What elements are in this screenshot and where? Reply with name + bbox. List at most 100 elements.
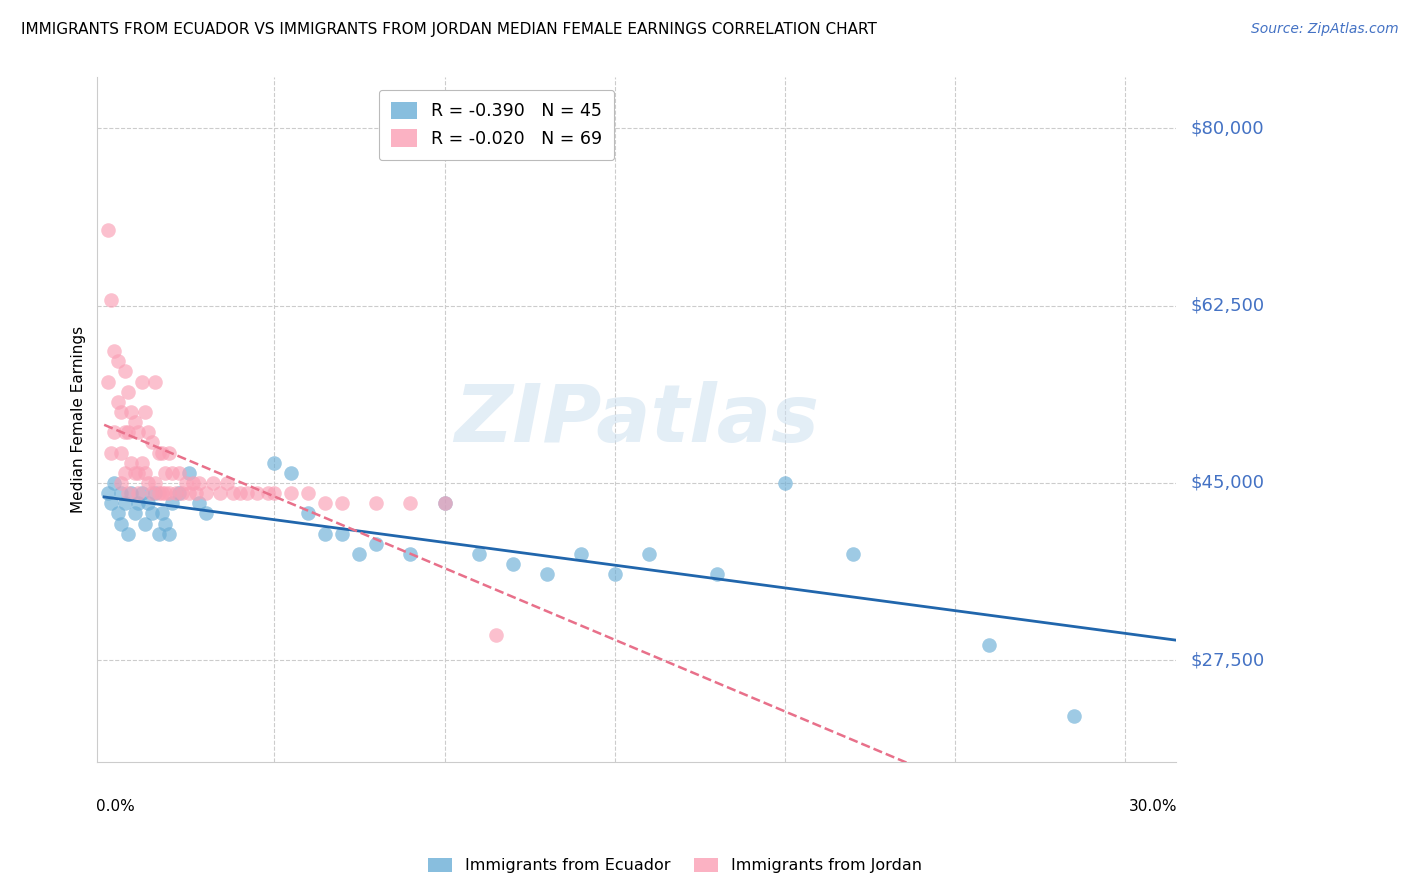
Text: $45,000: $45,000 [1191,474,1264,492]
Point [256,486,278,500]
Point [110,475,132,490]
Point [188,496,211,510]
Point [107,354,129,368]
Point [127,496,149,510]
Point [502,557,524,571]
Point [536,567,558,582]
Text: 0.0%: 0.0% [96,799,135,814]
Point [366,537,388,551]
Point [148,445,170,459]
Point [172,486,194,500]
Point [134,516,156,531]
Point [280,486,302,500]
Point [202,475,225,490]
Point [97,486,120,500]
Point [141,435,163,450]
Point [222,486,245,500]
Point [143,486,166,500]
Point [433,496,456,510]
Point [246,486,269,500]
Text: ZIPatlas: ZIPatlas [454,381,820,458]
Point [280,466,302,480]
Point [143,475,166,490]
Point [229,486,252,500]
Point [100,293,122,308]
Point [314,526,336,541]
Point [467,547,489,561]
Point [107,395,129,409]
Point [120,405,142,419]
Point [127,466,149,480]
Point [349,547,371,561]
Legend: Immigrants from Ecuador, Immigrants from Jordan: Immigrants from Ecuador, Immigrants from… [422,851,928,880]
Point [124,466,146,480]
Text: $27,500: $27,500 [1191,651,1264,669]
Point [637,547,659,561]
Point [110,405,132,419]
Point [977,638,1000,652]
Point [141,507,163,521]
Point [138,475,160,490]
Point [134,466,156,480]
Point [120,456,142,470]
Point [184,486,207,500]
Point [332,496,354,510]
Text: IMMIGRANTS FROM ECUADOR VS IMMIGRANTS FROM JORDAN MEDIAN FEMALE EARNINGS CORRELA: IMMIGRANTS FROM ECUADOR VS IMMIGRANTS FR… [21,22,877,37]
Point [332,526,354,541]
Point [263,486,285,500]
Point [195,486,218,500]
Point [150,486,173,500]
Point [103,344,125,359]
Point [155,486,177,500]
Point [569,547,592,561]
Point [110,516,132,531]
Text: 30.0%: 30.0% [1129,799,1177,814]
Point [124,415,146,429]
Point [124,507,146,521]
Point [314,496,336,510]
Point [103,425,125,440]
Point [263,456,285,470]
Text: $62,500: $62,500 [1191,296,1264,315]
Point [114,364,136,378]
Point [433,496,456,510]
Point [706,567,728,582]
Point [100,496,122,510]
Point [167,466,190,480]
Point [150,507,173,521]
Point [157,526,180,541]
Point [148,486,170,500]
Point [117,486,139,500]
Point [134,405,156,419]
Point [127,486,149,500]
Y-axis label: Median Female Earnings: Median Female Earnings [72,326,86,513]
Point [157,445,180,459]
Point [297,486,319,500]
Point [117,526,139,541]
Point [160,466,183,480]
Point [110,445,132,459]
Point [117,384,139,399]
Point [484,628,506,642]
Point [97,222,120,236]
Point [117,425,139,440]
Point [215,475,238,490]
Point [165,486,187,500]
Point [181,475,204,490]
Point [114,496,136,510]
Point [167,486,190,500]
Point [208,486,231,500]
Point [131,456,153,470]
Point [297,507,319,521]
Point [195,507,218,521]
Text: $80,000: $80,000 [1191,120,1264,137]
Point [179,466,201,480]
Point [141,486,163,500]
Point [399,496,422,510]
Point [114,425,136,440]
Point [120,486,142,500]
Point [110,486,132,500]
Point [103,475,125,490]
Point [114,466,136,480]
Point [160,496,183,510]
